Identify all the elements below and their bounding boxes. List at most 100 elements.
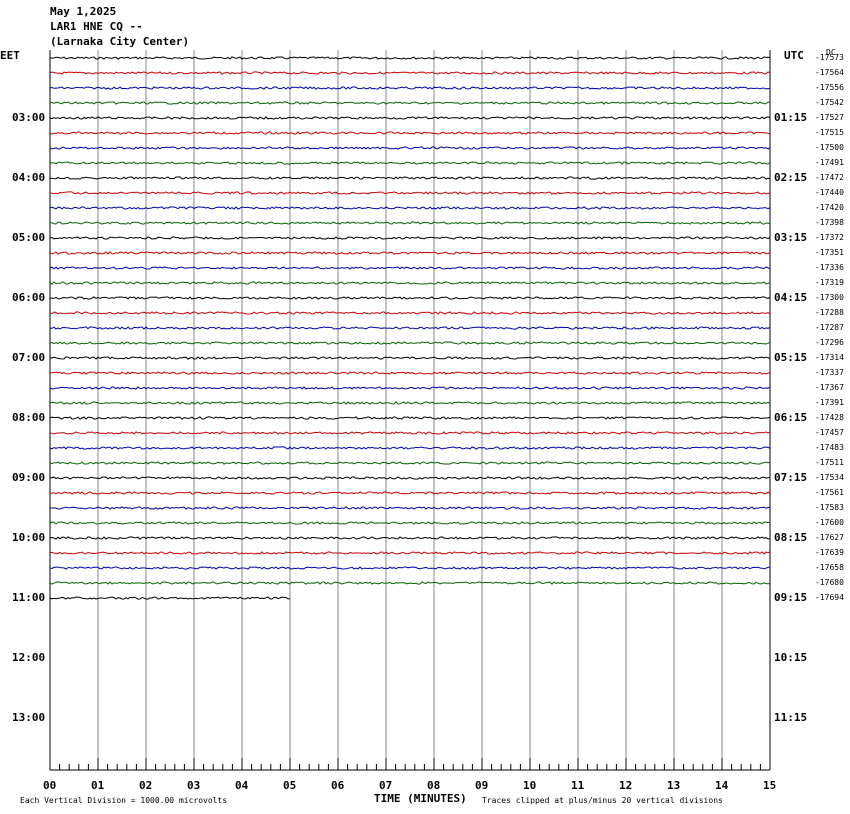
dc-offset-label: -17573	[815, 53, 844, 62]
x-tick-label: 08	[427, 779, 441, 792]
dc-offset-label: -17680	[815, 578, 844, 587]
trace-32	[49, 521, 771, 525]
header-date: May 1,2025	[50, 5, 117, 18]
right-axis-label: UTC	[784, 49, 804, 62]
x-tick-label: 06	[331, 779, 345, 792]
trace-27	[49, 446, 771, 450]
dc-offset-label: -17564	[815, 68, 844, 77]
y-left-tick-label: 09:00	[12, 471, 46, 484]
clip-note: Traces clipped at plus/minus 20 vertical…	[482, 796, 723, 805]
trace-1	[50, 56, 771, 60]
y-right-tick-label: 10:15	[774, 651, 808, 664]
y-right-tick-label: 07:15	[774, 471, 808, 484]
dc-offset-label: -17287	[815, 323, 844, 332]
dc-offset-label: -17314	[815, 353, 844, 362]
dc-offset-label: -17491	[815, 158, 844, 167]
trace-35	[49, 566, 771, 570]
header-location: (Larnaka City Center)	[50, 35, 190, 48]
x-tick-label: 09	[475, 779, 489, 792]
dc-offset-label: -17600	[815, 518, 844, 527]
trace-8	[49, 161, 771, 165]
x-tick-label: 11	[571, 779, 585, 792]
y-left-tick-label: 05:00	[12, 231, 46, 244]
trace-12	[49, 221, 771, 225]
trace-28	[49, 461, 771, 465]
trace-21	[50, 356, 771, 360]
dc-offset-label: -17420	[815, 203, 844, 212]
y-right-tick-label: 01:15	[774, 111, 808, 124]
dc-offset-label: -17319	[815, 278, 844, 287]
dc-offset-label: -17639	[815, 548, 844, 557]
trace-4	[49, 101, 771, 105]
x-tick-label: 05	[283, 779, 297, 792]
trace-37	[49, 596, 291, 600]
dc-offset-label: -17627	[815, 533, 844, 542]
y-left-tick-label: 12:00	[12, 651, 46, 664]
dc-offset-label: -17500	[815, 143, 844, 152]
x-tick-label: 10	[523, 779, 537, 792]
y-left-tick-label: 07:00	[12, 351, 46, 364]
dc-offset-label: -17534	[815, 473, 844, 482]
x-tick-label: 02	[139, 779, 153, 792]
trace-20	[49, 341, 771, 345]
x-tick-label: 00	[43, 779, 57, 792]
y-right-tick-label: 03:15	[774, 231, 808, 244]
trace-11	[49, 206, 771, 210]
dc-offset-label: -17694	[815, 593, 844, 602]
trace-22	[49, 371, 771, 375]
x-tick-label: 12	[619, 779, 633, 792]
y-right-tick-label: 02:15	[774, 171, 808, 184]
y-left-tick-label: 03:00	[12, 111, 46, 124]
x-tick-label: 13	[667, 779, 681, 792]
dc-offset-label: -17336	[815, 263, 844, 272]
y-left-tick-label: 08:00	[12, 411, 46, 424]
trace-2	[49, 71, 771, 75]
dc-offset-label: -17391	[815, 398, 844, 407]
trace-19	[49, 326, 771, 330]
left-axis-label: EET	[0, 49, 20, 62]
y-left-tick-label: 13:00	[12, 711, 46, 724]
x-tick-label: 07	[379, 779, 393, 792]
y-left-tick-label: 06:00	[12, 291, 46, 304]
y-left-tick-label: 10:00	[12, 531, 46, 544]
y-right-tick-label: 09:15	[774, 591, 808, 604]
dc-offset-label: -17542	[815, 98, 844, 107]
dc-offset-label: -17457	[815, 428, 844, 437]
trace-18	[49, 311, 771, 315]
dc-offset-label: -17556	[815, 83, 844, 92]
trace-5	[49, 116, 771, 120]
dc-offset-label: -17351	[815, 248, 844, 257]
y-right-tick-label: 04:15	[774, 291, 808, 304]
trace-33	[49, 536, 771, 540]
trace-30	[49, 491, 771, 495]
trace-10	[49, 191, 771, 195]
dc-offset-label: -17561	[815, 488, 844, 497]
dc-offset-label: -17428	[815, 413, 844, 422]
dc-offset-label: -17658	[815, 563, 844, 572]
dc-label: DC	[826, 48, 836, 57]
header-station: LAR1 HNE CQ --	[50, 20, 143, 33]
x-tick-label: 04	[235, 779, 249, 792]
y-right-tick-label: 11:15	[774, 711, 808, 724]
trace-31	[50, 506, 771, 510]
dc-offset-label: -17300	[815, 293, 844, 302]
dc-offset-label: -17398	[815, 218, 844, 227]
x-tick-label: 03	[187, 779, 201, 792]
scale-note: Each Vertical Division = 1000.00 microvo…	[20, 796, 228, 805]
y-right-tick-label: 06:15	[774, 411, 808, 424]
dc-offset-label: -17288	[815, 308, 844, 317]
dc-offset-label: -17511	[815, 458, 844, 467]
trace-34	[49, 551, 771, 555]
trace-9	[49, 176, 771, 180]
y-left-tick-label: 11:00	[12, 591, 46, 604]
dc-offset-label: -17440	[815, 188, 844, 197]
dc-offset-label: -17472	[815, 173, 844, 182]
y-right-tick-label: 05:15	[774, 351, 808, 364]
trace-16	[49, 281, 771, 285]
trace-17	[49, 296, 771, 300]
y-left-tick-label: 04:00	[12, 171, 46, 184]
dc-offset-label: -17372	[815, 233, 844, 242]
dc-offset-label: -17483	[815, 443, 844, 452]
dc-offset-label: -17337	[815, 368, 844, 377]
dc-offset-label: -17296	[815, 338, 844, 347]
